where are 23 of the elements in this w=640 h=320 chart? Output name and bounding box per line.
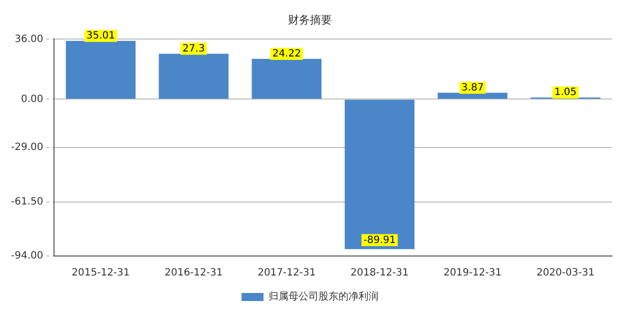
legend-label: 归属母公司股东的净利润 [268,290,378,303]
y-tick-label: -94.00 [10,250,44,262]
bar [344,100,414,250]
data-label: 3.87 [461,82,484,94]
data-label: 24.22 [272,48,301,60]
x-tick-label: 2015-12-31 [72,268,130,279]
bar [158,54,229,99]
y-tick-label: 36.00 [14,34,44,45]
x-tick-label: 2020-03-31 [536,268,595,279]
bar [66,40,136,99]
data-label: 35.01 [86,30,116,42]
y-tick-label: -61.50 [10,196,44,208]
x-tick-label: 2019-12-31 [443,268,502,279]
data-label: -89.91 [363,234,396,246]
x-tick-label: 2017-12-31 [258,268,316,279]
chart-title: 财务摘要 [288,13,332,26]
y-tick-label: 0.00 [20,94,44,105]
x-tick-label: 2018-12-31 [350,268,409,279]
data-label: 1.05 [554,87,577,98]
bar [252,58,322,99]
data-label: 27.3 [182,43,205,54]
x-tick-label: 2016-12-31 [164,268,223,279]
y-tick-label: -29.00 [10,142,44,154]
